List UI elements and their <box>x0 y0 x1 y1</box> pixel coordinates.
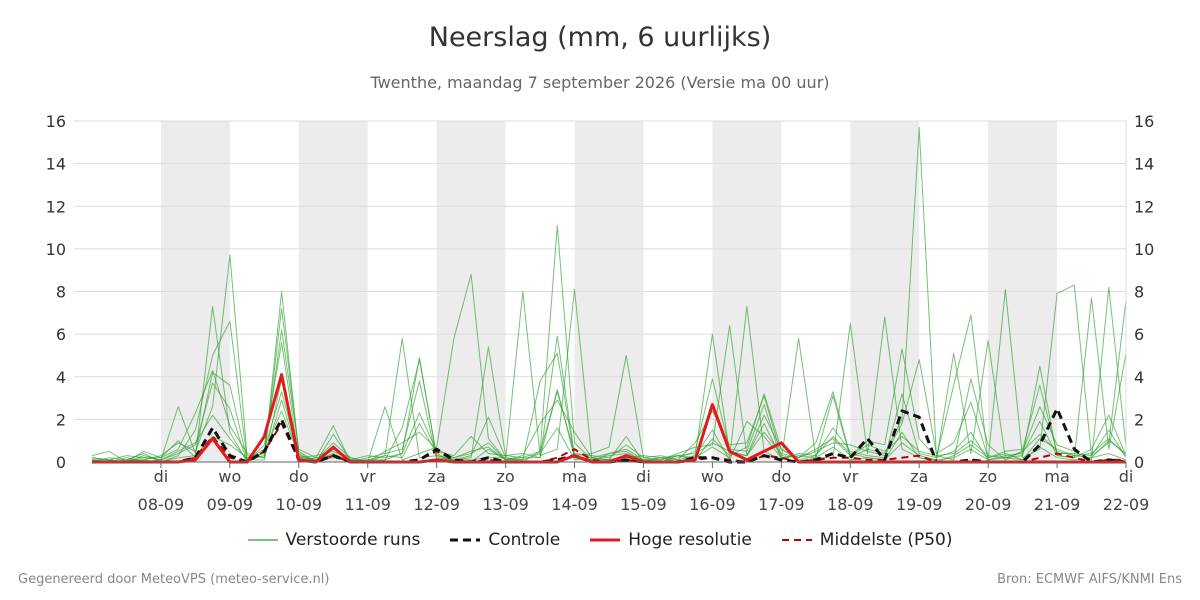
legend-item-control[interactable]: Controle <box>450 530 560 550</box>
x-tick-date-label: 14-09 <box>551 495 598 514</box>
footer-generator: Gegenereerd door MeteoVPS (meteo-service… <box>18 572 330 587</box>
y-tick-label-left: 12 <box>46 197 66 216</box>
x-tick-date-label: 21-09 <box>1034 495 1081 514</box>
legend-swatch-high-res <box>590 538 621 542</box>
x-tick-day-label: di <box>636 467 651 486</box>
x-tick-date-label: 20-09 <box>965 495 1012 514</box>
y-tick-label-right: 0 <box>1134 453 1144 472</box>
y-tick-label-left: 2 <box>56 410 66 429</box>
x-tick-date-label: 18-09 <box>827 495 874 514</box>
y-tick-label-left: 14 <box>46 155 66 174</box>
chart-subtitle: Twenthe, maandag 7 september 2026 (Versi… <box>370 73 830 92</box>
x-tick-day-label: do <box>289 467 309 486</box>
y-tick-label-right: 8 <box>1134 283 1144 302</box>
y-tick-label-left: 4 <box>56 368 66 387</box>
x-tick-date-label: 16-09 <box>689 495 736 514</box>
footer-source: Bron: ECMWF AIFS/KNMI Ens <box>997 572 1182 587</box>
y-tick-label-left: 10 <box>46 240 66 259</box>
y-tick-label-right: 6 <box>1134 325 1144 344</box>
y-tick-label-left: 6 <box>56 325 66 344</box>
y-tick-label-right: 14 <box>1134 155 1154 174</box>
y-tick-label-right: 16 <box>1134 112 1154 131</box>
legend-swatch-control <box>450 538 481 542</box>
x-tick-date-label: 19-09 <box>896 495 943 514</box>
series-line-ensemble-6 <box>92 329 1127 463</box>
gridlines <box>74 120 1126 420</box>
y-tick-label-right: 2 <box>1134 410 1144 429</box>
x-tick-day-label: zo <box>979 467 997 486</box>
x-tick-day-label: ma <box>562 467 587 486</box>
x-tick-day-label: vr <box>360 467 376 486</box>
y-tick-label-left: 16 <box>46 112 66 131</box>
x-tick-date-label: 10-09 <box>276 495 323 514</box>
legend-swatch-ensemble <box>247 539 278 541</box>
legend-swatch-median <box>781 539 812 541</box>
legend-label-median: Middelste (P50) <box>819 530 953 550</box>
x-tick-date-label: 13-09 <box>482 495 529 514</box>
x-tick-day-label: vr <box>842 467 858 486</box>
x-tick-day-label: do <box>771 467 791 486</box>
y-tick-label-right: 10 <box>1134 240 1154 259</box>
y-tick-label-right: 12 <box>1134 197 1154 216</box>
x-tick-date-label: 22-09 <box>1103 495 1150 514</box>
x-tick-date-label: 11-09 <box>344 495 391 514</box>
x-tick-day-label: wo <box>218 467 241 486</box>
x-tick-date-label: 15-09 <box>620 495 667 514</box>
x-tick-day-label: wo <box>701 467 724 486</box>
x-tick-day-label: di <box>154 467 169 486</box>
legend-label-high-res: Hoge resolutie <box>628 530 752 550</box>
x-tick-date-label: 08-09 <box>138 495 185 514</box>
legend-item-median[interactable]: Middelste (P50) <box>781 530 953 550</box>
x-tick-day-label: zo <box>497 467 515 486</box>
series-line-ensemble-3 <box>91 297 1127 463</box>
x-tick-day-label: za <box>428 467 446 486</box>
legend-label-control: Controle <box>488 530 561 550</box>
chart-title: Neerslag (mm, 6 uurlijks) <box>428 22 772 53</box>
x-tick-day-label: za <box>910 467 928 486</box>
y-tick-label-right: 4 <box>1134 368 1144 387</box>
tick-labels: 0 0 2 2 4 4 6 6 8 8 10 10 12 12 14 14 16 16 di 08-09 wo 09-09… <box>46 112 1155 514</box>
x-tick-date-label: 17-09 <box>758 495 805 514</box>
axes <box>92 121 1127 468</box>
legend-item-ensemble[interactable]: Verstoorde runs <box>247 530 421 550</box>
legend-label-ensemble: Verstoorde runs <box>285 530 421 550</box>
x-tick-day-label: ma <box>1044 467 1069 486</box>
series-line-ensemble-5 <box>91 359 1127 461</box>
x-tick-date-label: 09-09 <box>207 495 254 514</box>
x-tick-date-label: 12-09 <box>413 495 460 514</box>
legend: Verstoorde runs Controle Hoge resolutie … <box>0 530 1200 550</box>
legend-item-high-res[interactable]: Hoge resolutie <box>590 530 752 550</box>
y-tick-label-left: 0 <box>56 453 66 472</box>
y-tick-label-left: 8 <box>56 283 66 302</box>
x-tick-day-label: di <box>1119 467 1134 486</box>
